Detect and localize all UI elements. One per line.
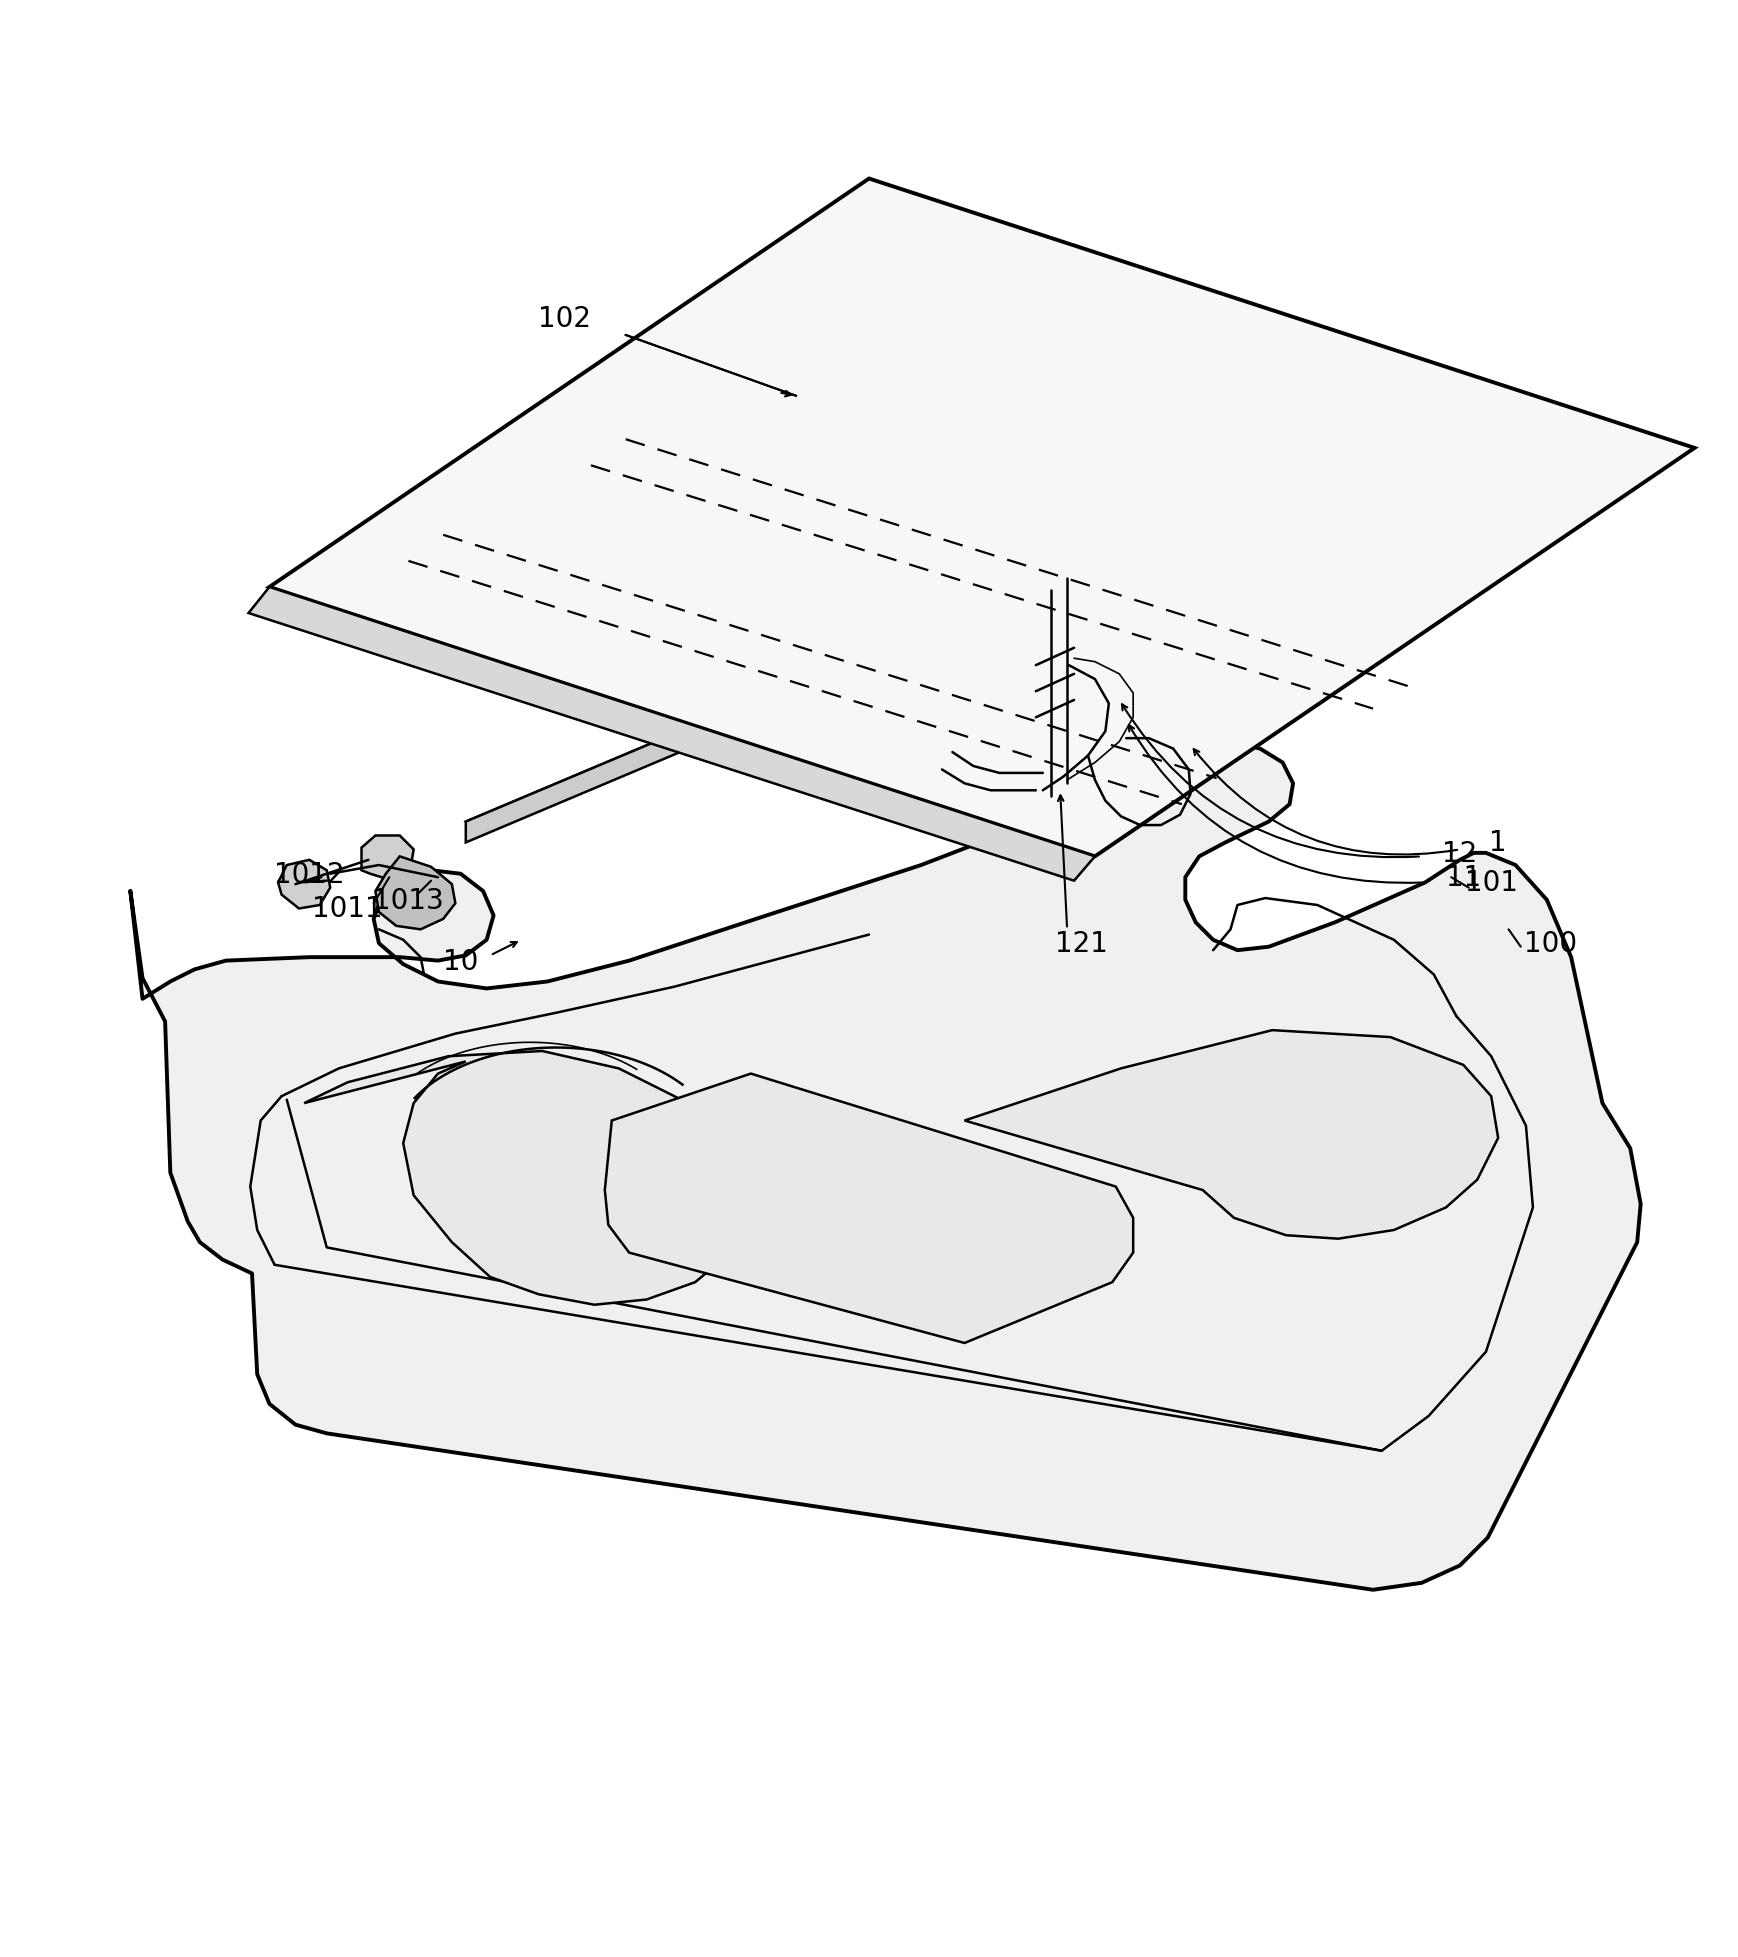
Text: 12: 12 [1443, 840, 1477, 867]
Polygon shape [130, 742, 1641, 1589]
Text: 102: 102 [539, 305, 591, 333]
Polygon shape [375, 857, 455, 930]
Text: 100: 100 [1524, 930, 1576, 957]
Polygon shape [466, 579, 1043, 843]
Text: 10: 10 [443, 947, 478, 975]
Polygon shape [1036, 569, 1095, 620]
Polygon shape [278, 861, 330, 908]
Text: 11: 11 [1446, 863, 1481, 892]
Polygon shape [249, 587, 1095, 881]
Text: 101: 101 [1465, 869, 1517, 896]
Text: 1012: 1012 [275, 861, 344, 888]
Polygon shape [965, 1031, 1498, 1239]
Polygon shape [304, 1051, 744, 1305]
Text: 1013: 1013 [374, 887, 443, 914]
Text: 1011: 1011 [313, 894, 382, 924]
Polygon shape [605, 1074, 1133, 1343]
Text: 121: 121 [1055, 930, 1107, 957]
Polygon shape [466, 579, 1057, 834]
Text: 1: 1 [1489, 830, 1507, 857]
Polygon shape [362, 836, 414, 881]
Polygon shape [269, 180, 1695, 857]
